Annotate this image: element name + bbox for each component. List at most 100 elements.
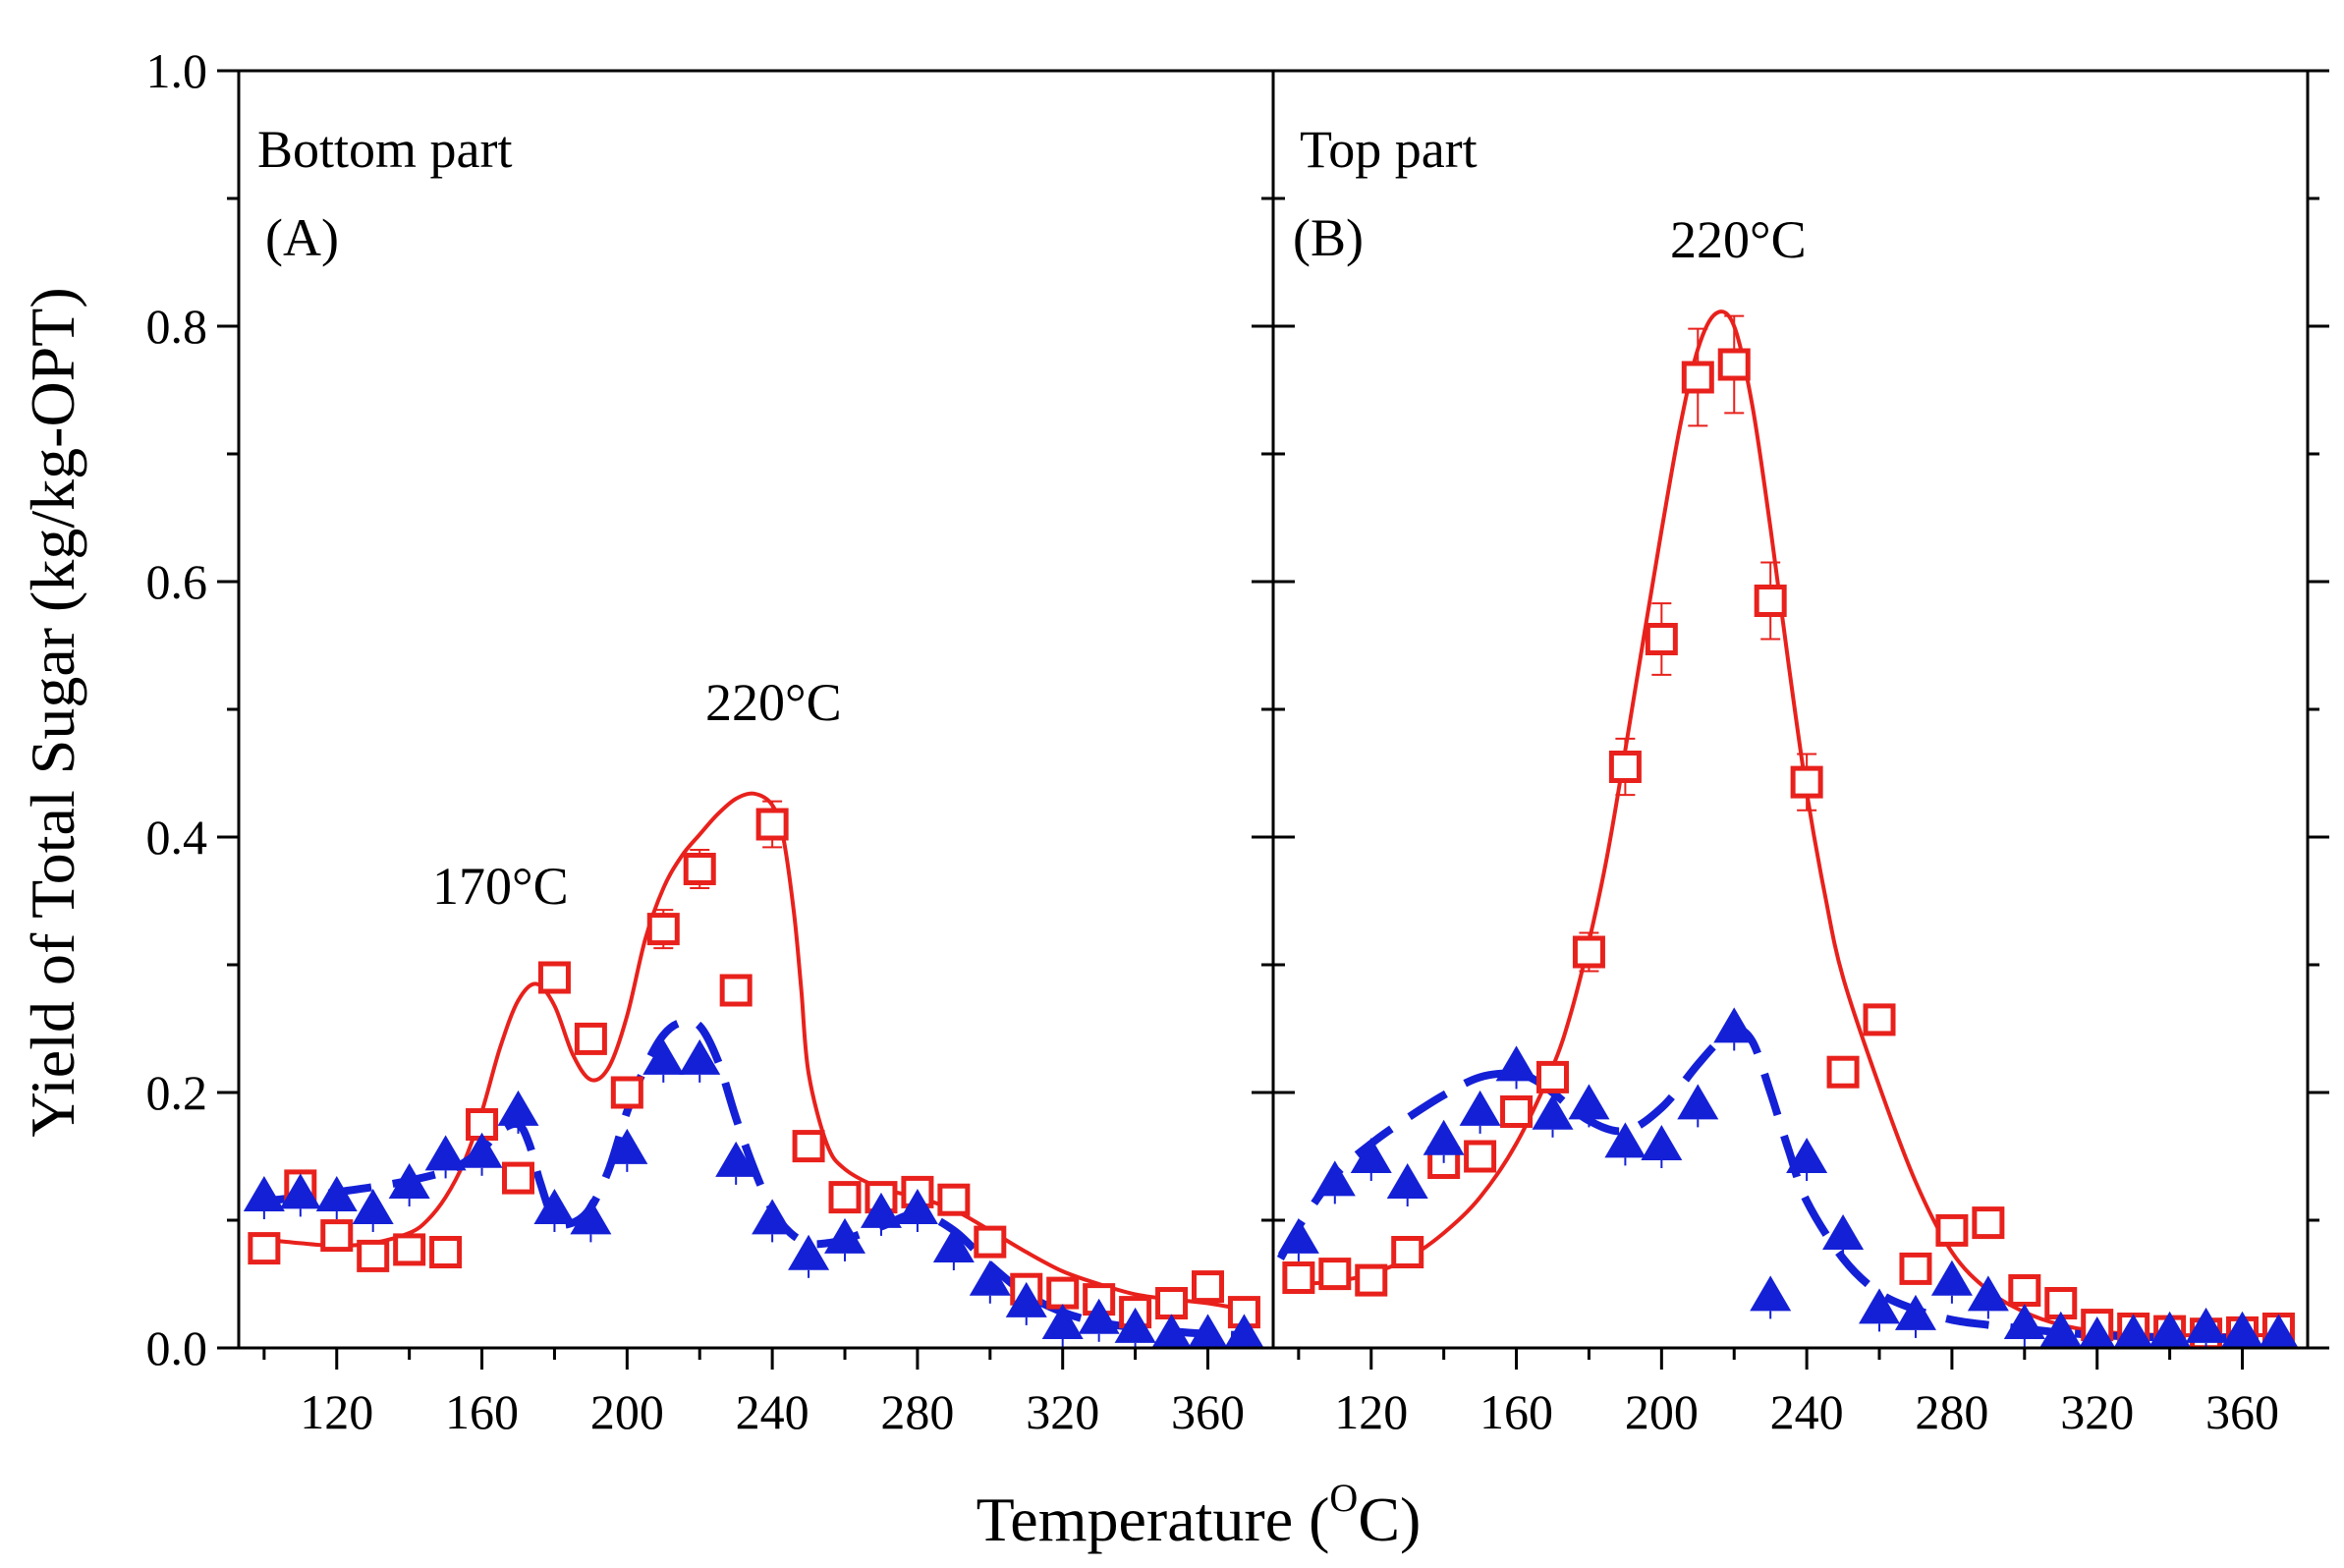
panel-a-blue-triangle-point: [497, 1090, 539, 1126]
panel-a-red-square-point: [792, 1130, 825, 1163]
panel-a-blue-triangle-point: [243, 1176, 285, 1211]
panel-a-blue-triangle-point: [788, 1234, 830, 1270]
panel-a-blue-triangle-point: [279, 1173, 321, 1209]
panel-b-blue-triangle-point: [1713, 1007, 1756, 1043]
panel-b-blue-triangle-point: [2221, 1311, 2263, 1347]
panel-a-red-square-point: [755, 808, 789, 841]
panel-a-red-square-point: [537, 961, 571, 994]
panel-b-red-square-point: [1790, 765, 1823, 799]
panel-a-x-tick-label: 320: [1026, 1384, 1099, 1439]
panel-b: 120 160 200 240 280 320 360 Top part (B) 220°C: [1252, 69, 2329, 1439]
panel-b-red-square-point: [1572, 935, 1605, 969]
panel-b-x-tick-label: 120: [1334, 1384, 1408, 1439]
panel-a-x-tick-label: 120: [300, 1384, 373, 1439]
panel-b-blue-triangle-point: [1967, 1275, 2009, 1312]
panel-b-x-tick-label: 320: [2060, 1384, 2134, 1439]
panel-b-red-square-point: [2008, 1274, 2041, 1307]
panel-b-id: (B): [1293, 208, 1364, 267]
panel-b-red-square-point: [1500, 1095, 1534, 1128]
panel-b-red-square-point: [1645, 623, 1678, 655]
panel-a-x-tick-label: 200: [590, 1384, 664, 1439]
panel-b-blue-triangle-point: [2113, 1314, 2153, 1348]
panel-b-red-square-point: [1391, 1236, 1424, 1268]
panel-a-blue-triangle-point: [1224, 1314, 1264, 1348]
panel-a-red-square-point: [248, 1232, 281, 1265]
panel-b-red-square-point: [1355, 1263, 1388, 1297]
panel-a-blue-triangle-point: [824, 1217, 866, 1254]
panel-b-x-tick-label: 360: [2205, 1384, 2279, 1439]
panel-a-blue-triangle-point: [352, 1189, 394, 1224]
panel-a-blue-triangle-point: [969, 1260, 1011, 1296]
panel-a-blue-triangle-point: [533, 1189, 576, 1224]
panel-a-x-tick-label: 280: [880, 1384, 954, 1439]
panel-a-blue-triangle-point: [1005, 1281, 1047, 1317]
panel-a-blue-triangle-point: [642, 1038, 685, 1075]
panel-a-title: Bottom part: [257, 120, 512, 179]
panel-b-ticks: 120 160 200 240 280 320 360: [1252, 69, 2329, 1439]
panel-a-red-square-point: [974, 1225, 1007, 1259]
panel-a-ticks: 120 160 200 240 280 320 360 0.0 0.2 0.4 0.6 0.8 1.0: [146, 43, 1295, 1439]
panel-a-red-square-point: [574, 1022, 607, 1055]
panel-b-red-square-point: [1826, 1055, 1860, 1089]
panel-a-blue-triangle-point: [388, 1163, 430, 1199]
panel-b-blue-triangle-point: [1894, 1294, 1936, 1330]
panel-b-red-square-point: [1318, 1258, 1352, 1291]
panel-b-x-tick-label: 160: [1479, 1384, 1553, 1439]
panel-b-blue-triangle-point: [2003, 1304, 2045, 1339]
panel-a-red-square-point: [683, 853, 716, 885]
panel-b-blue-triangle-point: [1859, 1288, 1901, 1324]
panel-b-blue-triangle-point: [1277, 1217, 1319, 1254]
panel-a-blue-triangle-point: [715, 1141, 757, 1177]
panel-b-blue-triangle-point: [2149, 1311, 2191, 1347]
panel-b-blue-triangle-point: [2185, 1307, 2227, 1343]
panel-a-red-square-point: [937, 1183, 971, 1216]
panel-a-red-square-point: [1155, 1287, 1189, 1319]
panel-a-red-square-point: [1046, 1276, 1080, 1310]
panel-a-blue-triangle-point: [315, 1176, 358, 1211]
panel-a-blue-triangle-point: [1041, 1304, 1084, 1339]
panel-a-blue-triangle-point: [752, 1199, 794, 1235]
panel-a-annotation-220: 220°C: [705, 673, 842, 732]
panel-b-blue-triangle-point: [1930, 1260, 1973, 1296]
y-tick-label: 1.0: [146, 43, 208, 98]
x-axis-title-end: C): [1358, 1484, 1421, 1554]
panel-b-blue-triangle-point: [1822, 1214, 1865, 1250]
panel-b-blue-triangle-point: [1386, 1163, 1428, 1199]
panel-a-blue-triangle-point: [1188, 1314, 1228, 1348]
panel-b-blue-triangle-point: [1459, 1090, 1501, 1126]
panel-a-red-square-point: [1191, 1270, 1224, 1304]
panel-b-blue-triangle-point: [1677, 1084, 1719, 1120]
x-axis-title-main: Temperature (: [977, 1484, 1330, 1554]
panel-b-blue-triangle-point: [1568, 1084, 1610, 1120]
panel-a-blue-triangle-point: [461, 1132, 503, 1168]
y-tick-label: 0.6: [146, 554, 208, 609]
panel-a-red-square-point: [320, 1219, 354, 1253]
y-tick-label: 0.8: [146, 299, 208, 354]
x-axis-title-superscript: O: [1329, 1476, 1358, 1520]
panel-b-blue-triangle-point: [1786, 1138, 1828, 1173]
panel-a-red-square-point: [393, 1233, 426, 1266]
panel-a-blue-triangle-point: [570, 1199, 612, 1235]
panel-a-red-square-point: [646, 913, 680, 946]
panel-b-blue-triangle-point: [1532, 1093, 1574, 1130]
panel-b-red-square-point: [1282, 1261, 1315, 1294]
panel-b-red-square-point: [1464, 1140, 1497, 1173]
panel-b-blue-triangle-point: [1604, 1122, 1646, 1158]
panel-a-red-square-point: [429, 1236, 463, 1268]
panel-a-blue-triangle-point: [679, 1038, 721, 1075]
panel-b-blue-triangle-point: [1313, 1160, 1356, 1197]
panel-b-x-tick-label: 240: [1770, 1384, 1844, 1439]
panel-b-blue-triangle-point: [2039, 1311, 2082, 1347]
panel-b-blue-triangle-point: [1641, 1125, 1683, 1160]
panel-a-plot-area: [243, 791, 1264, 1348]
panel-a-id: (A): [265, 208, 339, 267]
panel-b-blue-triangle-point: [1350, 1138, 1392, 1173]
panel-b-x-tick-label: 200: [1625, 1384, 1699, 1439]
y-tick-label: 0.0: [146, 1320, 208, 1375]
panel-a-blue-triangle-point: [896, 1189, 938, 1224]
panel-a-red-square-point: [610, 1076, 643, 1109]
panel-a-red-square-point: [357, 1239, 390, 1272]
panel-b-blue-triangle-point: [2079, 1316, 2116, 1348]
panel-b-blue-triangle-point: [1423, 1119, 1465, 1155]
